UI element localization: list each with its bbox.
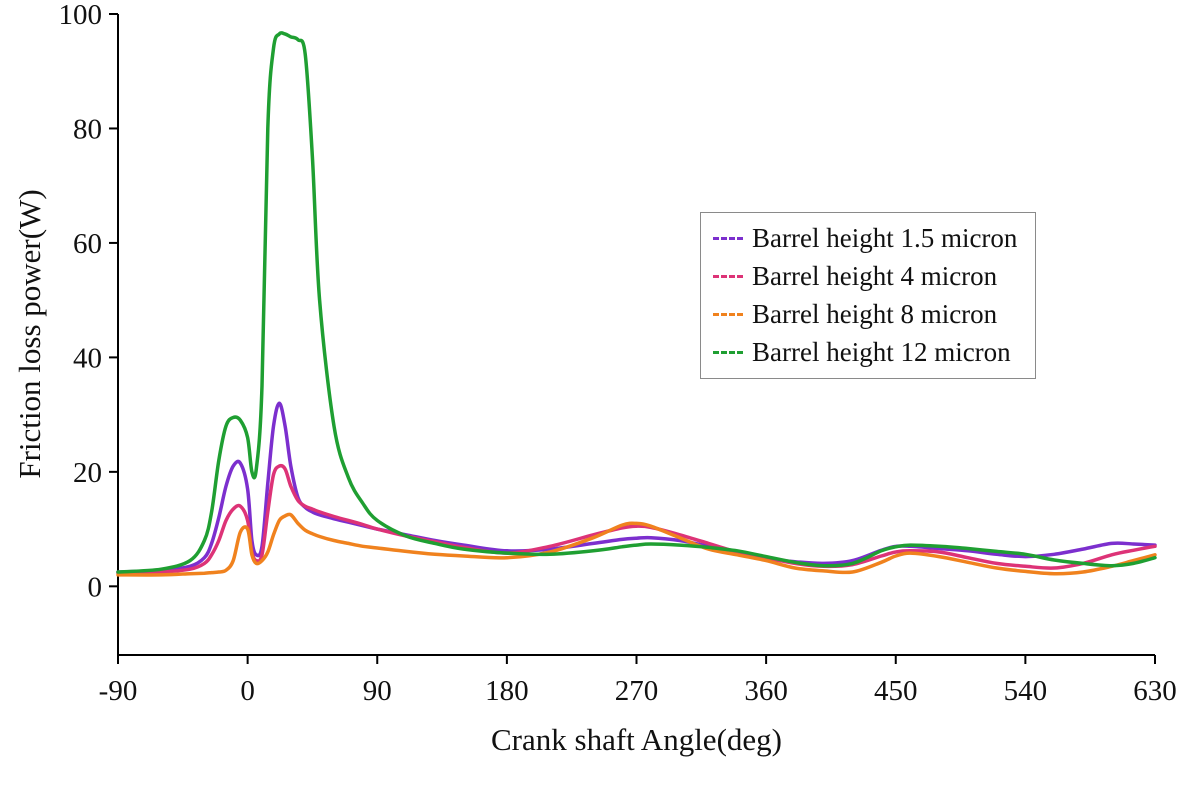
x-tick-label: 180 [485, 675, 529, 707]
legend-swatch-barrel-4 [713, 275, 743, 278]
x-axis-title: Crank shaft Angle(deg) [491, 722, 782, 757]
legend-label: Barrel height 12 micron [752, 337, 1011, 367]
series-line-3 [116, 31, 1157, 574]
legend-item-barrel-12: Barrel height 12 micron [713, 337, 1017, 368]
y-axis-title: Friction loss power(W) [12, 189, 47, 479]
legend-item-barrel-1-5: Barrel height 1.5 micron [713, 223, 1017, 254]
x-tick-label: 90 [363, 675, 392, 707]
y-tick-label: 80 [73, 113, 102, 145]
y-tick-label: 40 [73, 342, 102, 374]
x-tick-label: 0 [240, 675, 255, 707]
legend-item-barrel-8: Barrel height 8 micron [713, 299, 1017, 330]
y-tick-label: 100 [59, 0, 103, 31]
x-tick-label: 540 [1004, 675, 1048, 707]
y-tick-label: 60 [73, 228, 102, 260]
x-tick-label: 630 [1133, 675, 1177, 707]
x-tick-label: 360 [744, 675, 788, 707]
legend-swatch-barrel-12 [713, 351, 743, 354]
y-tick-label: 20 [73, 457, 102, 489]
legend-swatch-barrel-1-5 [713, 237, 743, 240]
series-line-2 [116, 512, 1157, 577]
legend-label: Barrel height 4 micron [752, 261, 998, 291]
x-tick-label: -90 [99, 675, 138, 707]
legend-item-barrel-4: Barrel height 4 micron [713, 261, 1017, 292]
legend: Barrel height 1.5 micron Barrel height 4… [700, 212, 1037, 379]
y-tick-label: 0 [88, 571, 103, 603]
series-line-1 [116, 463, 1157, 575]
x-tick-label: 270 [615, 675, 659, 707]
legend-label: Barrel height 8 micron [752, 299, 998, 329]
legend-label: Barrel height 1.5 micron [752, 223, 1018, 253]
x-tick-label: 450 [874, 675, 918, 707]
legend-swatch-barrel-8 [713, 313, 743, 316]
